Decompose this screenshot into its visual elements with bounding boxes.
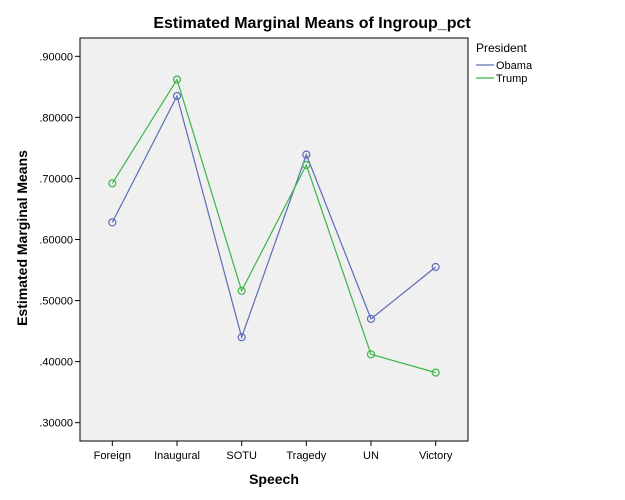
data-point-obama [431, 262, 440, 272]
y-tick-label: .70000 [39, 173, 73, 185]
legend-title: President [476, 41, 527, 55]
y-tick-label: .40000 [39, 357, 73, 369]
y-axis: .30000 .40000 .50000 .60000 .70000 .80000 .900… [39, 51, 80, 430]
data-point-obama [366, 314, 376, 323]
x-tick-label: Tragedy [286, 450, 326, 462]
y-tick-label: .50000 [39, 296, 73, 308]
series-layer [108, 75, 440, 377]
data-point-obama [302, 150, 311, 159]
data-point-obama [237, 333, 246, 342]
x-tick-label: Victory [419, 450, 453, 462]
series-line-trump [111, 78, 436, 374]
data-point-trump [366, 350, 376, 359]
y-tick-label: .60000 [39, 235, 73, 247]
x-axis: Foreign Inaugural SOTU Tragedy UN Victory [94, 441, 453, 462]
data-point-obama [172, 91, 182, 101]
legend-label-obama: Obama [496, 60, 533, 72]
x-tick-label: UN [363, 450, 379, 462]
y-axis-title: Estimated Marginal Means [14, 150, 30, 326]
x-axis-title: Speech [249, 471, 299, 487]
y-tick-label: .90000 [39, 51, 73, 63]
data-point-trump [237, 286, 246, 295]
plot-area [79, 37, 469, 442]
data-point-obama [108, 218, 117, 227]
legend-label-trump: Trump [496, 73, 527, 85]
data-point-trump [172, 75, 182, 84]
x-tick-label: SOTU [226, 450, 257, 462]
series-line-obama [111, 94, 437, 340]
chart-title: Estimated Marginal Means of Ingroup_pct [153, 15, 471, 32]
y-tick-label: .80000 [39, 112, 73, 124]
data-point-trump [302, 160, 311, 170]
x-tick-label: Inaugural [154, 450, 200, 462]
data-point-trump [431, 368, 440, 377]
y-tick-label: .30000 [39, 418, 73, 430]
x-tick-label: Foreign [94, 450, 131, 462]
data-point-trump [108, 179, 117, 188]
